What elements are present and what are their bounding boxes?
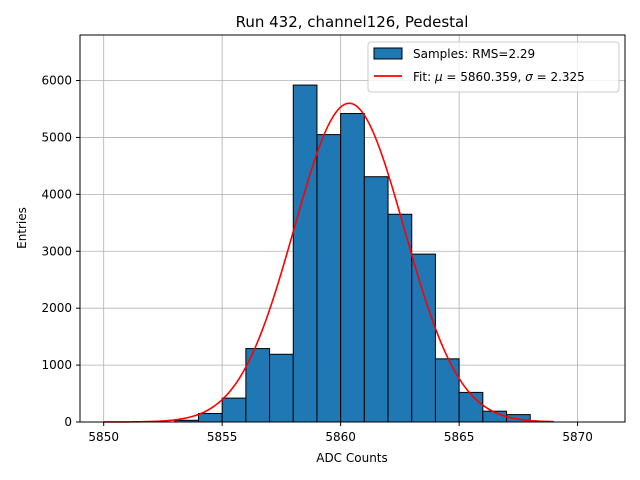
y-axis-label: Entries <box>15 207 29 249</box>
x-axis-label: ADC Counts <box>316 451 388 465</box>
fit-curve <box>103 102 554 423</box>
histogram-bar <box>292 84 318 423</box>
histogram-bar <box>458 391 484 423</box>
x-tick-label: 5865 <box>444 430 475 444</box>
legend-box <box>367 41 620 93</box>
y-tick-label: 6000 <box>41 74 72 88</box>
histogram-bars <box>174 84 531 423</box>
x-tick-label: 5855 <box>207 430 238 444</box>
y-tick-label: 0 <box>64 415 72 429</box>
x-axis-ticks: 5850 5855 5860 5865 5870 <box>88 422 593 444</box>
y-tick-label: 5000 <box>41 130 72 144</box>
legend-label-samples: Samples: RMS=2.29 <box>413 47 535 61</box>
legend-fit-mid: = 5860.359, <box>443 70 526 84</box>
x-tick-label: 5850 <box>88 430 119 444</box>
legend-fit-sigma: σ <box>525 70 533 84</box>
y-axis-ticks: 0 1000 2000 3000 4000 5000 6000 <box>41 74 80 429</box>
histogram-bar <box>221 397 247 423</box>
histogram-bar <box>340 113 365 423</box>
legend-label-fit: Fit: μ = 5860.359, σ = 2.325 <box>413 70 585 84</box>
y-tick-label: 4000 <box>41 187 72 201</box>
x-tick-label: 5870 <box>562 430 593 444</box>
chart-title: Run 432, channel126, Pedestal <box>236 13 469 31</box>
legend-fit-mu: μ <box>434 70 443 84</box>
plot-frame <box>79 34 626 423</box>
y-tick-label: 2000 <box>41 301 72 315</box>
y-tick-label: 1000 <box>41 358 72 372</box>
histogram-bar <box>411 253 436 423</box>
histogram-bar <box>197 412 223 423</box>
y-tick-label: 3000 <box>41 244 72 258</box>
histogram-bar <box>363 176 389 423</box>
x-tick-label: 5860 <box>325 430 356 444</box>
histogram-bar <box>269 353 294 423</box>
legend-swatch-samples <box>373 47 403 60</box>
histogram-bar <box>434 358 460 423</box>
legend-fit-prefix: Fit: <box>413 70 435 84</box>
legend-fit-suffix: = 2.325 <box>533 70 585 84</box>
legend: Samples: RMS=2.29 Fit: μ = 5860.359, σ =… <box>367 41 620 93</box>
histogram-bar <box>387 213 413 423</box>
histogram-bar <box>316 134 342 423</box>
